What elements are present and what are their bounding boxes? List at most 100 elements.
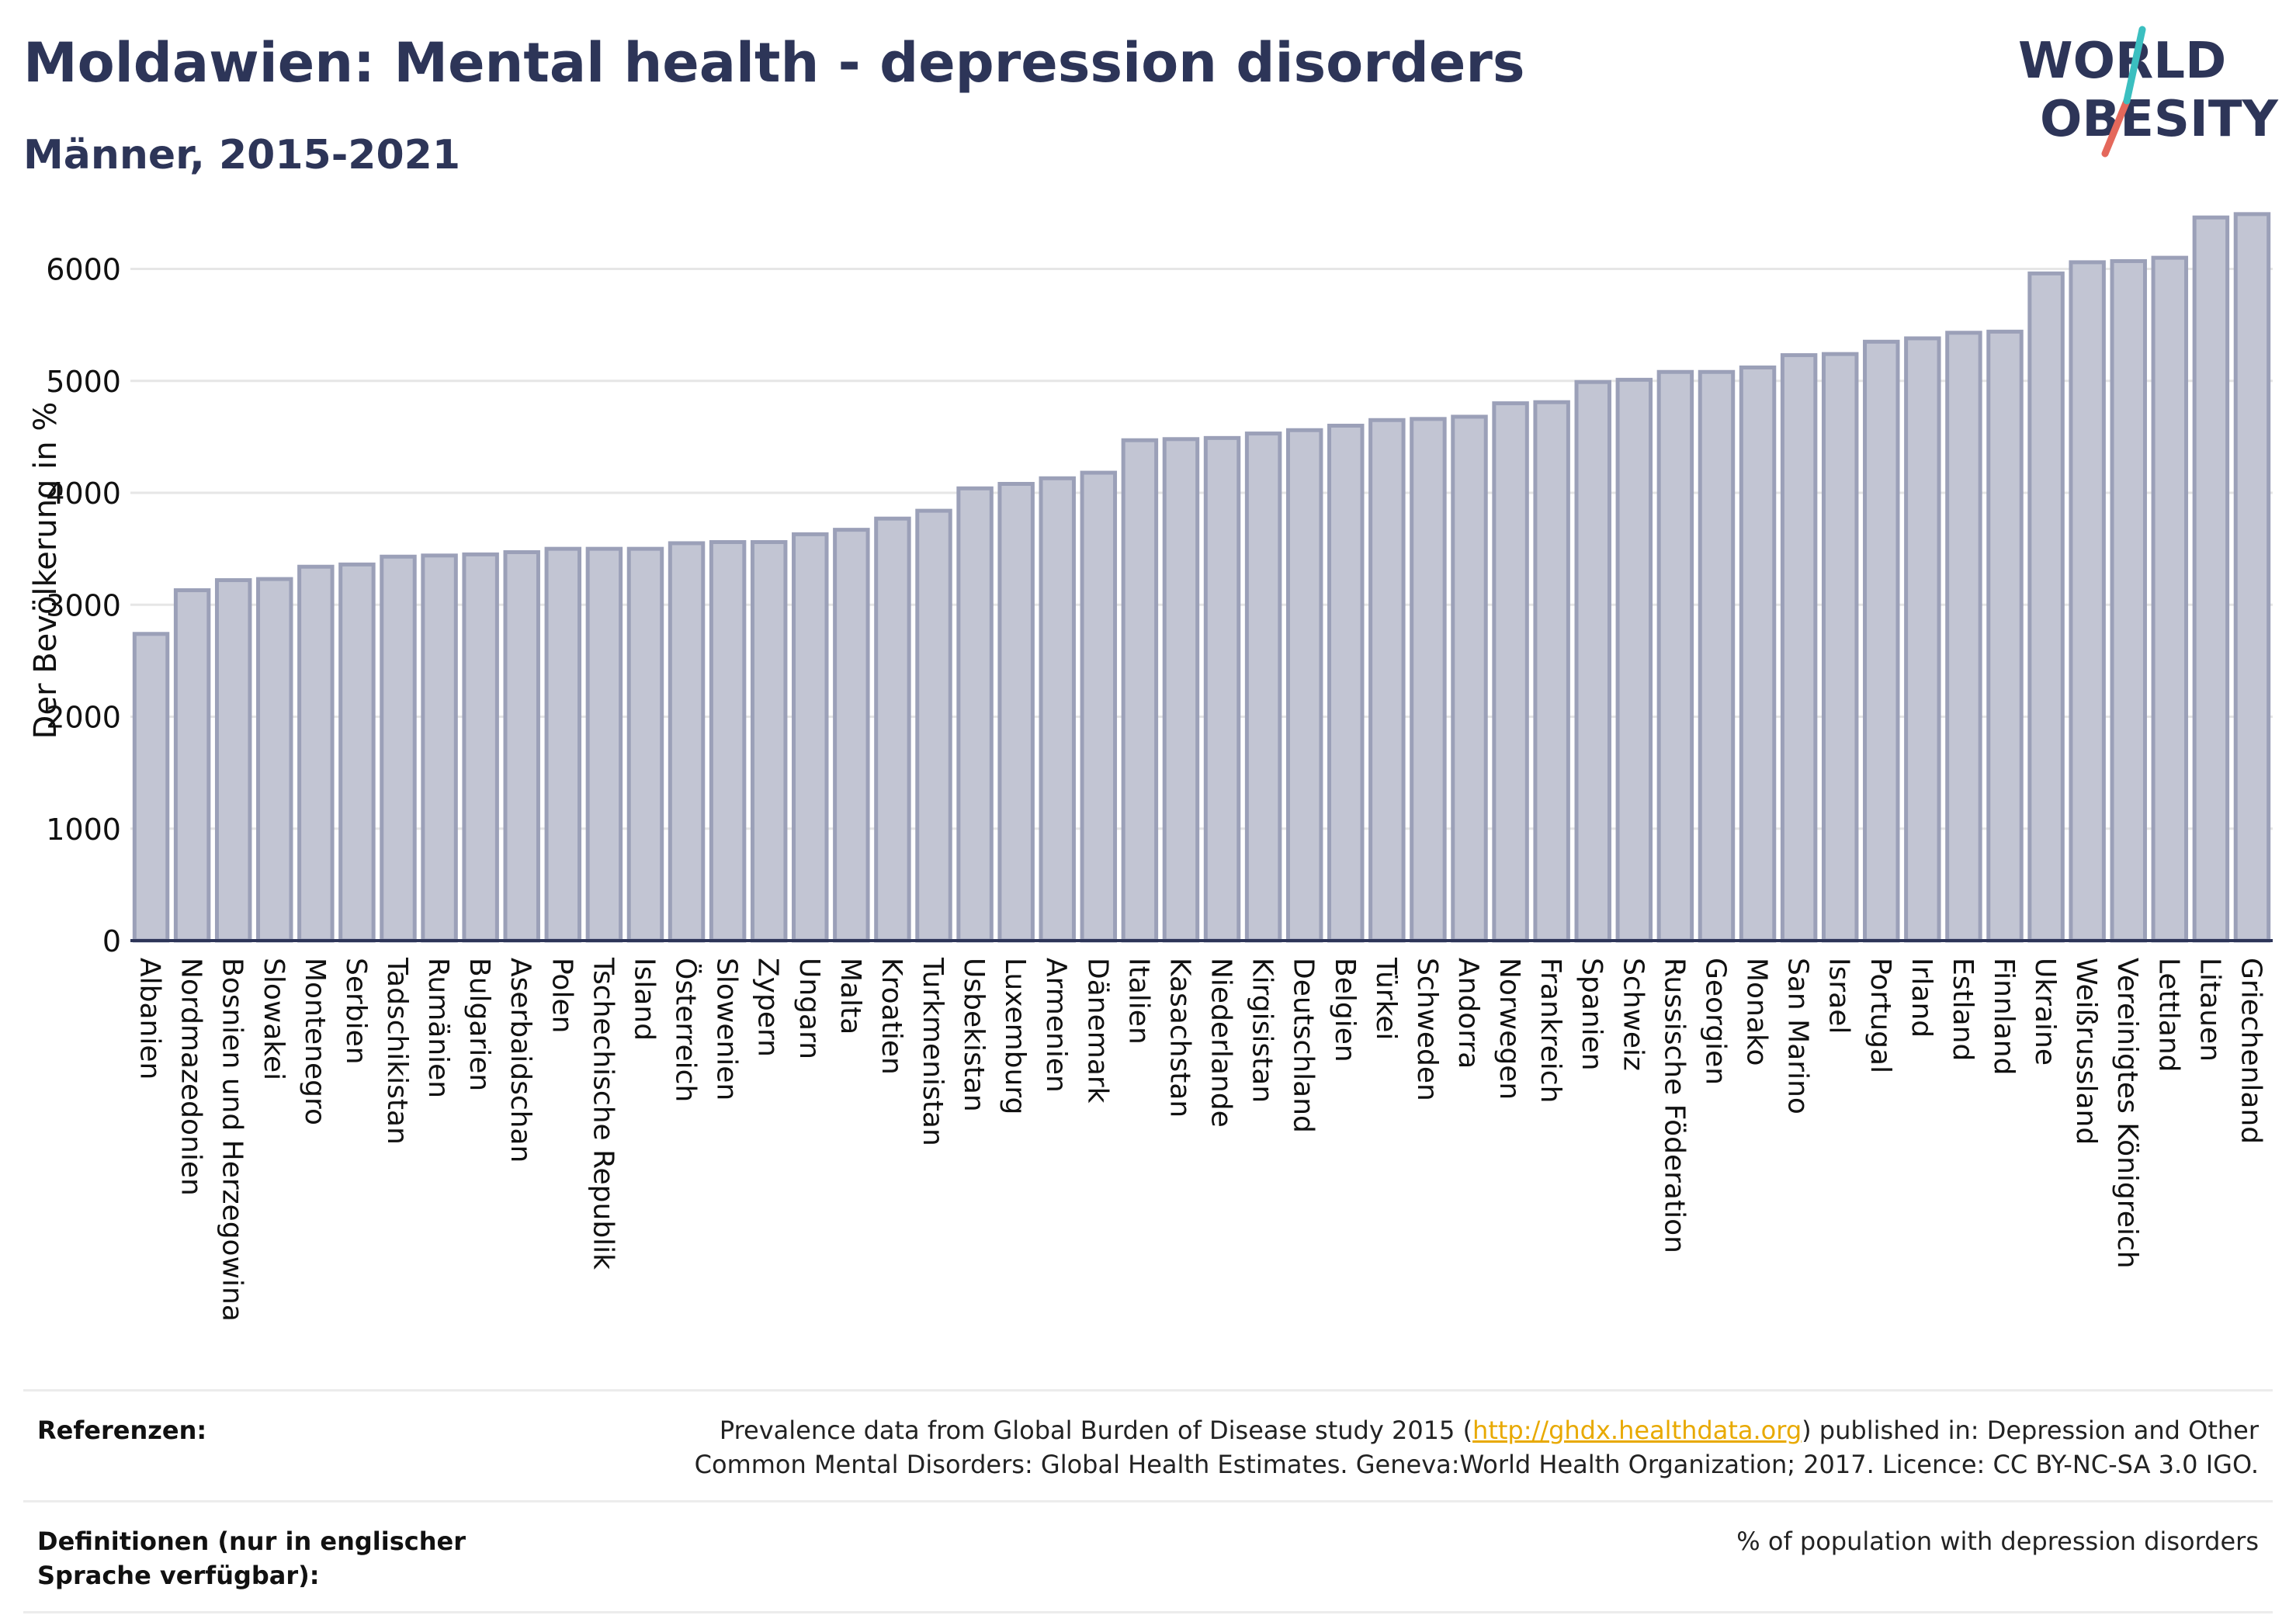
bar-montenegro	[297, 564, 335, 943]
bar-zypern	[750, 539, 788, 943]
bar-schweden	[1410, 417, 1447, 943]
definitions-text: % of population with depression disorder…	[1736, 1527, 2259, 1556]
x-tick-label: Türkei	[1370, 957, 1402, 1040]
bar-norwegen	[1492, 401, 1529, 943]
bar-island	[626, 546, 664, 943]
x-tick-label: Belgien	[1329, 958, 1361, 1062]
x-tick-label: Italien	[1122, 958, 1154, 1045]
bar-spanien	[1574, 380, 1611, 943]
x-tick-label: Weißrussland	[2070, 958, 2102, 1145]
x-tick-label: Frankreich	[1535, 958, 1566, 1103]
bar-polen	[544, 546, 582, 943]
bar-georgien	[1698, 369, 1736, 943]
x-tick-label: Malta	[834, 958, 866, 1035]
x-tick-label: Andorra	[1452, 958, 1484, 1069]
logo-slash-teal	[2123, 26, 2146, 105]
bar-kroatien	[874, 516, 911, 943]
y-tick-label: 2000	[46, 701, 121, 735]
world-obesity-logo: WORLD OBESITY	[2018, 26, 2278, 158]
logo-line2: OBESITY	[2040, 91, 2278, 148]
bar-irland	[1904, 336, 1941, 943]
x-tick-label: Lettland	[2152, 958, 2184, 1073]
x-tick-label: Albanien	[134, 958, 166, 1080]
chart-title: Moldawien: Mental health - depression di…	[23, 31, 1525, 95]
bar-kasachstan	[1162, 437, 1200, 943]
x-tick-label: Irland	[1906, 958, 1937, 1038]
y-tick-label: 6000	[46, 253, 121, 287]
references-link[interactable]: http://ghdx.healthdata.org	[1472, 1416, 1802, 1445]
logo-slash-coral	[2101, 97, 2131, 158]
x-tick-label: Litauen	[2194, 958, 2225, 1062]
x-tick-label: Schweiz	[1617, 958, 1649, 1071]
bar-turkmenistan	[915, 508, 952, 943]
x-tick-label: Turkmenistan	[917, 957, 949, 1146]
bar-slowakei	[256, 577, 293, 943]
x-tick-label: Kirgisistan	[1247, 958, 1278, 1103]
bar-weißrussland	[2069, 260, 2106, 943]
bar-luxemburg	[997, 481, 1035, 943]
bar-aserbaidschan	[503, 549, 540, 943]
x-tick-label: Griechenland	[2235, 958, 2267, 1144]
x-tick-label: Estland	[1947, 958, 1979, 1061]
bar-türkei	[1368, 418, 1406, 943]
bar-estland	[1945, 331, 1982, 943]
bar-griechenland	[2233, 212, 2271, 943]
bar-dänemark	[1080, 470, 1118, 943]
x-tick-label: Rumänien	[422, 958, 454, 1098]
bar-ukraine	[2027, 271, 2065, 943]
x-tick-label: Österreich	[670, 958, 702, 1102]
x-tick-label: Russische Föderation	[1658, 958, 1690, 1253]
bar-niederlande	[1203, 435, 1241, 943]
x-tick-label: Niederlande	[1205, 958, 1237, 1128]
bar-deutschland	[1285, 428, 1323, 943]
axes: 0 1000 2000 3000 4000 5000 6000 Albanien Nordmaz…	[46, 253, 2273, 1322]
x-tick-label: Schweden	[1411, 958, 1443, 1101]
x-tick-label: Israel	[1823, 958, 1855, 1034]
x-tick-label: Zypern	[752, 958, 784, 1057]
bar-nordmazedonien	[173, 588, 211, 943]
bar-lettland	[2151, 255, 2189, 943]
bar-monako	[1739, 365, 1777, 943]
references-text-after: ) published in: Depression and Other Com…	[694, 1416, 2259, 1479]
bar-portugal	[1863, 339, 1900, 943]
y-tick-label: 4000	[46, 477, 121, 511]
logo-line1: WORLD	[2018, 33, 2226, 90]
definitions-row: Definitionen (nur in englischer Sprache …	[23, 1500, 2273, 1613]
bar-slowenien	[709, 539, 747, 943]
x-tick-label: Usbekistan	[958, 958, 990, 1112]
x-tick-label: Polen	[546, 958, 577, 1033]
bar-tschechische-republik	[585, 546, 623, 943]
bar-ungarn	[792, 532, 829, 943]
bars	[132, 212, 2271, 943]
x-tick-label: Spanien	[1576, 958, 1608, 1071]
x-tick-label: Monako	[1741, 958, 1773, 1066]
bar-frankreich	[1533, 400, 1570, 943]
x-tick-label: Ungarn	[793, 958, 825, 1059]
x-tick-label: Montenegro	[299, 958, 331, 1125]
x-tick-label: Tschechische Republik	[587, 957, 619, 1270]
references-label: Referenzen:	[37, 1416, 207, 1445]
bar-san-marino	[1780, 353, 1818, 943]
y-tick-label: 3000	[46, 588, 121, 622]
bar-tadschikistan	[380, 554, 417, 943]
x-tick-label: Aserbaidschan	[505, 958, 536, 1163]
x-tick-label: Dänemark	[1081, 958, 1113, 1104]
x-tick-label: Vereinigtes Königreich	[2111, 958, 2143, 1269]
y-tick-label: 1000	[46, 813, 121, 847]
bar-belgien	[1327, 423, 1365, 943]
x-tick-label: Kasachstan	[1164, 958, 1195, 1118]
references-row: Referenzen: Prevalence data from Global …	[23, 1389, 2273, 1500]
bar-österreich	[668, 541, 706, 943]
chart-subtitle: Männer, 2015-2021	[23, 132, 461, 178]
bar-bulgarien	[462, 552, 499, 943]
bar-kirgisistan	[1244, 431, 1282, 943]
bar-schweiz	[1615, 377, 1653, 943]
y-tick-label: 5000	[46, 365, 121, 399]
bar-armenien	[1039, 476, 1076, 943]
x-tick-label: Slowakei	[258, 958, 290, 1080]
x-tick-label: Ukraine	[2029, 958, 2061, 1066]
x-tick-label: Kroatien	[876, 958, 907, 1075]
bar-malta	[833, 528, 870, 943]
bar-serbien	[338, 562, 376, 943]
references-text-before: Prevalence data from Global Burden of Di…	[719, 1416, 1473, 1445]
